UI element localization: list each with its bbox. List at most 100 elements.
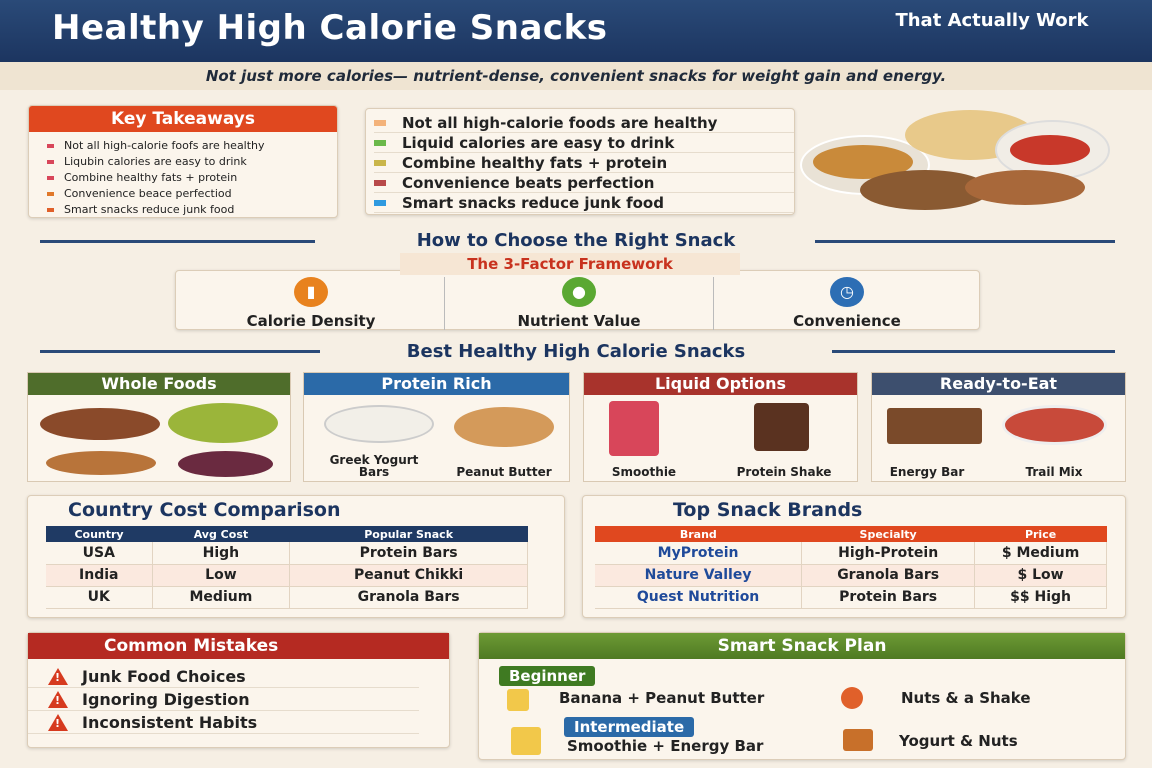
column-header: Country: [46, 526, 153, 542]
header-banner: Healthy High Calorie Snacks That Actuall…: [0, 0, 1152, 62]
snack-label: Smoothie: [611, 465, 677, 479]
list-item: ! Junk Food Choices: [28, 665, 419, 688]
item-text: Convenience beats perfection: [402, 173, 655, 192]
framework-panel: ▮ Calorie Density ● Nutrient Value ◷ Conven…: [175, 270, 980, 330]
snack-label: Trail Mix: [1025, 465, 1083, 479]
item-text: Smart snacks reduce junk food: [64, 203, 235, 216]
yogurt-icon: [843, 729, 873, 751]
clock-icon: ◷: [830, 277, 864, 307]
framework-label: The 3-Factor Framework: [400, 253, 740, 275]
best-title: Best Healthy High Calorie Snacks: [406, 341, 746, 362]
table-row: USA High Protein Bars: [46, 542, 528, 565]
item-text: Inconsistent Habits: [82, 712, 258, 732]
table-cell: MyProtein: [595, 542, 803, 565]
factor-nutrient-value: ● Nutrient Value: [444, 277, 714, 330]
bullet-icon: [374, 159, 386, 166]
page-title: Healthy High Calorie Snacks: [52, 8, 608, 48]
factor-label: Nutrient Value: [517, 312, 641, 330]
bullet-icon: [374, 179, 386, 186]
item-text: Liqubin calories are easy to drink: [64, 155, 247, 168]
fire-icon: ▮: [294, 277, 328, 307]
item-text: Convenience beace perfectiod: [64, 187, 232, 200]
column-header: Specialty: [801, 526, 975, 542]
item-text: Not all high-calorie foods are healthy: [402, 113, 718, 132]
smoothie-icon: [511, 727, 541, 755]
snack-platter-image: [795, 105, 1125, 220]
table-cell: $ Low: [974, 564, 1107, 587]
leaf-drop-icon: ●: [562, 277, 596, 307]
bullet-icon: [47, 160, 54, 164]
table-row: Quest Nutrition Protein Bars $$ High: [595, 586, 1107, 609]
bullet-icon: [47, 144, 54, 148]
divider: [40, 350, 320, 353]
bullet-icon: [374, 139, 386, 146]
nuts-shake-icon: [841, 687, 863, 709]
table-cell: Peanut Chikki: [289, 564, 528, 587]
table-cell: Granola Bars: [801, 564, 976, 587]
table-cell: Quest Nutrition: [595, 586, 803, 609]
list-item: Liquid calories are easy to drink: [374, 133, 794, 153]
column-header: Popular Snack: [289, 526, 528, 542]
snack-label: Protein Shake: [736, 465, 832, 479]
table-cell: Protein Bars: [801, 586, 976, 609]
list-item: Smart snacks reduce junk food: [374, 193, 794, 213]
warning-icon: !: [48, 713, 68, 731]
list-item: Combine healthy fats + protein: [374, 153, 794, 173]
brands-panel: Top Snack Brands Brand Specialty Price MyPr…: [582, 495, 1126, 618]
card-ready-to-eat: Ready-to-Eat Energy Bar Trail Mix: [871, 372, 1126, 482]
card-liquid-options: Liquid Options Smoothie Protein Shake: [583, 372, 858, 482]
warning-icon: !: [48, 667, 68, 685]
banana-icon: [507, 689, 529, 711]
divider: [815, 240, 1115, 243]
level-badge: Beginner: [499, 666, 596, 686]
factor-label: Convenience: [793, 312, 901, 330]
table-cell: Protein Bars: [289, 542, 528, 565]
warning-icon: !: [48, 690, 68, 708]
bullet-icon: [47, 176, 54, 180]
list-item: Not all high-calorie foofs are healthy: [47, 138, 337, 154]
item-text: Combine healthy fats + protein: [64, 171, 238, 184]
table-cell: Granola Bars: [289, 586, 528, 609]
card-title: Protein Rich: [304, 373, 569, 395]
item-text: Junk Food Choices: [82, 666, 246, 686]
table-cell: India: [46, 564, 153, 587]
table-cell: High: [152, 542, 291, 565]
table-row: India Low Peanut Chikki: [46, 564, 528, 587]
plan-item: Nuts & a Shake: [901, 689, 1031, 707]
mistakes-title: Common Mistakes: [28, 633, 449, 659]
table-cell: USA: [46, 542, 153, 565]
choose-title: How to Choose the Right Snack: [416, 230, 736, 251]
item-text: Smart snacks reduce junk food: [402, 193, 664, 212]
table-row: MyProtein High-Protein $ Medium: [595, 542, 1107, 565]
header-row: Country Avg Cost Popular Snack: [46, 526, 528, 542]
card-title: Liquid Options: [584, 373, 857, 395]
column-header: Price: [974, 526, 1107, 542]
plan-item: Smoothie + Energy Bar: [567, 737, 764, 755]
item-text: Ignoring Digestion: [82, 689, 250, 709]
bullet-icon: [47, 208, 54, 212]
list-item: ! Ignoring Digestion: [28, 688, 419, 711]
item-text: Liquid calories are easy to drink: [402, 133, 675, 152]
list-item: Convenience beats perfection: [374, 173, 794, 193]
table-cell: $ Medium: [974, 542, 1107, 565]
plan-item: Banana + Peanut Butter: [559, 689, 765, 707]
list-item: Convenience beace perfectiod: [47, 186, 337, 202]
table-cell: $$ High: [974, 586, 1107, 609]
table-cell: UK: [46, 586, 153, 609]
page-title-suffix: That Actually Work: [895, 10, 1089, 31]
divider: [832, 350, 1115, 353]
item-text: Not all high-calorie foofs are healthy: [64, 139, 265, 152]
country-cost-table: Country Avg Cost Popular Snack USA High Prote…: [46, 526, 528, 609]
list-item: Liqubin calories are easy to drink: [47, 154, 337, 170]
level-badge: Intermediate: [564, 717, 695, 737]
snack-label: Greek Yogurt Bars: [329, 453, 419, 479]
list-item: Smart snacks reduce junk food: [47, 202, 337, 218]
plan-item: Yogurt & Nuts: [899, 732, 1018, 750]
card-protein-rich: Protein Rich Greek Yogurt Bars Peanut Bu…: [303, 372, 570, 482]
snack-label: Peanut Butter: [456, 465, 552, 479]
table-cell: High-Protein: [801, 542, 976, 565]
subtitle: Not just more calories— nutrient-dense, …: [0, 62, 1152, 90]
key-takeaways-panel: Key Takeaways Not all high-calorie foofs…: [28, 105, 338, 218]
table-title: Top Snack Brands: [673, 499, 863, 521]
card-title: Whole Foods: [28, 373, 290, 395]
